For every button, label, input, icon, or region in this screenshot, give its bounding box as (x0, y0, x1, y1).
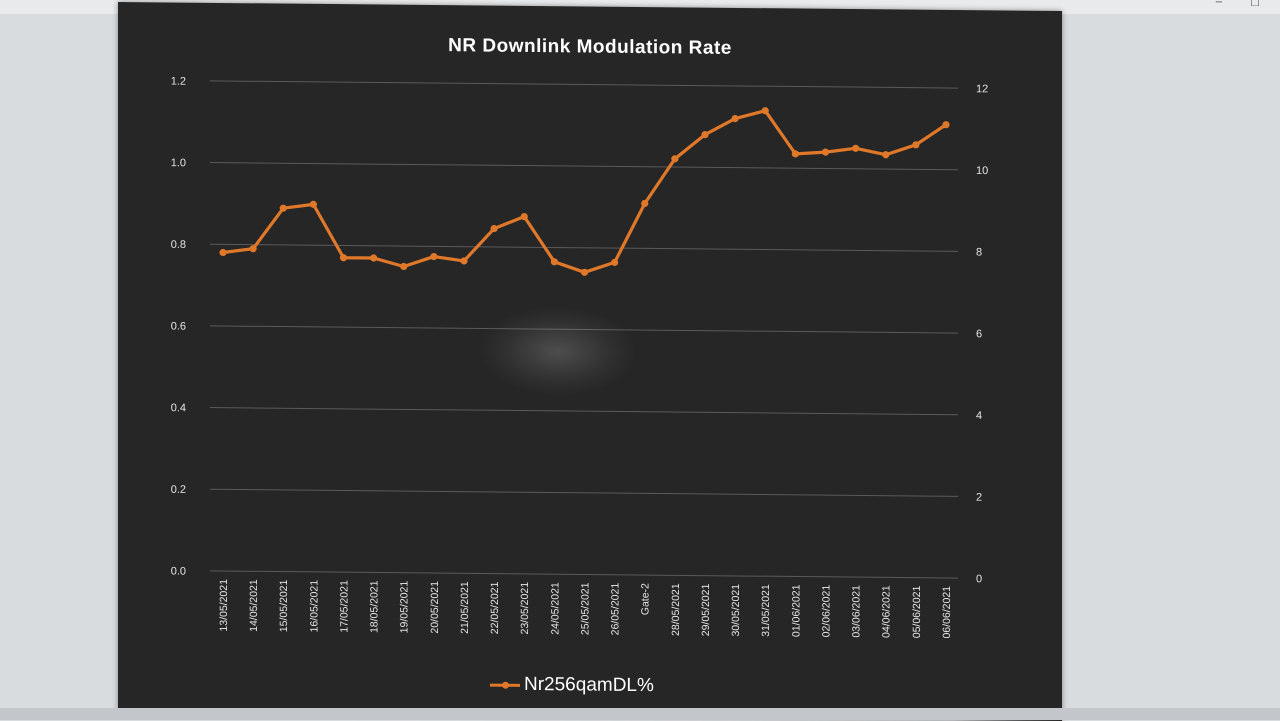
left-axis-tick-label: 0.6 (171, 321, 186, 333)
x-axis-tick-label: 19/05/2021 (399, 581, 411, 634)
data-point (309, 200, 317, 208)
data-point (731, 114, 739, 123)
data-point (490, 224, 498, 233)
x-axis-tick-label: 23/05/2021 (519, 582, 531, 635)
x-axis-tick-label: 02/06/2021 (821, 585, 833, 638)
x-axis-tick-label: Gate-2 (640, 583, 652, 615)
left-axis-tick-label: 0.2 (171, 484, 186, 496)
right-axis-tick-label: 8 (976, 247, 982, 259)
screen-bottom-strip (0, 708, 1280, 720)
left-axis-tick-label: 1.2 (171, 76, 186, 88)
x-axis-tick-label: 24/05/2021 (549, 582, 561, 635)
x-axis-tick-label: 29/05/2021 (700, 583, 712, 636)
x-axis-tick-label: 21/05/2021 (459, 581, 471, 634)
maximize-icon[interactable]: □ (1250, 0, 1260, 6)
data-point (852, 144, 860, 152)
gridline (210, 407, 958, 416)
data-point (400, 262, 408, 271)
data-point (761, 107, 769, 115)
data-point (791, 150, 799, 158)
right-axis-tick-label: 4 (976, 410, 982, 422)
gridline (210, 80, 958, 89)
minimize-icon[interactable]: − (1214, 0, 1224, 6)
x-axis-tick-label: 30/05/2021 (730, 584, 742, 637)
data-point (370, 254, 378, 262)
x-axis-tick-label: 05/06/2021 (911, 585, 923, 638)
data-point (580, 268, 589, 276)
data-point (912, 141, 920, 149)
x-axis-tick-label: 03/06/2021 (851, 585, 863, 638)
data-point (882, 151, 890, 159)
data-point (460, 257, 468, 265)
left-axis-tick-label: 1.0 (171, 157, 186, 169)
data-point (279, 204, 287, 212)
right-axis-tick-label: 0 (976, 573, 982, 585)
legend-line-marker (490, 683, 520, 687)
data-point (219, 248, 227, 257)
x-axis-tick-label: 31/05/2021 (760, 584, 772, 637)
gridline (210, 325, 958, 334)
x-axis-tick-label: 06/06/2021 (941, 586, 953, 639)
right-axis-tick-label: 2 (976, 492, 982, 504)
x-axis-tick-label: 26/05/2021 (610, 583, 622, 636)
chart-panel: NR Downlink Modulation Rate 0.0 0.2 0.4 0.6… (118, 2, 1062, 721)
left-axis-tick-label: 0.4 (171, 402, 186, 414)
x-axis-tick-label: 20/05/2021 (429, 581, 441, 634)
data-point (701, 131, 709, 139)
data-point (249, 245, 257, 253)
x-axis-tick-label: 28/05/2021 (670, 583, 682, 636)
data-point (611, 258, 619, 266)
x-axis-tick-label: 13/05/2021 (218, 579, 230, 632)
data-point (520, 213, 528, 221)
legend-label: Nr256qamDL% (524, 673, 654, 697)
data-point (821, 148, 830, 156)
gridline (210, 243, 958, 252)
x-axis-tick-label: 22/05/2021 (489, 581, 501, 634)
right-axis-tick-label: 12 (976, 83, 988, 95)
right-axis-tick-label: 10 (976, 165, 988, 177)
left-axis-tick-label: 0.8 (171, 239, 186, 251)
data-point (671, 155, 679, 163)
chart-legend: Nr256qamDL% (490, 674, 654, 698)
data-point (641, 199, 649, 208)
right-axis-tick-label: 6 (976, 328, 982, 340)
x-axis-tick-label: 14/05/2021 (248, 579, 260, 632)
x-axis-tick-label: 15/05/2021 (278, 579, 290, 632)
x-axis-tick-label: 16/05/2021 (308, 580, 320, 633)
data-point (550, 258, 558, 266)
gridline (210, 570, 958, 579)
x-axis-tick-label: 17/05/2021 (339, 580, 351, 633)
x-axis-tick-label: 25/05/2021 (580, 582, 592, 635)
gridline (210, 488, 958, 497)
data-point (339, 254, 348, 262)
data-point (942, 121, 950, 129)
gridline (210, 162, 958, 171)
x-axis-tick-label: 18/05/2021 (369, 580, 381, 633)
left-axis-tick-label: 0.0 (171, 566, 186, 578)
data-point (430, 252, 438, 261)
x-axis-tick-label: 01/06/2021 (790, 584, 802, 637)
x-axis-tick-label: 04/06/2021 (881, 585, 893, 638)
chart-plot: 0.0 0.2 0.4 0.6 0.8 1.0 1.2 0 2 4 6 8 10 12 13/05/2021… (171, 76, 989, 639)
